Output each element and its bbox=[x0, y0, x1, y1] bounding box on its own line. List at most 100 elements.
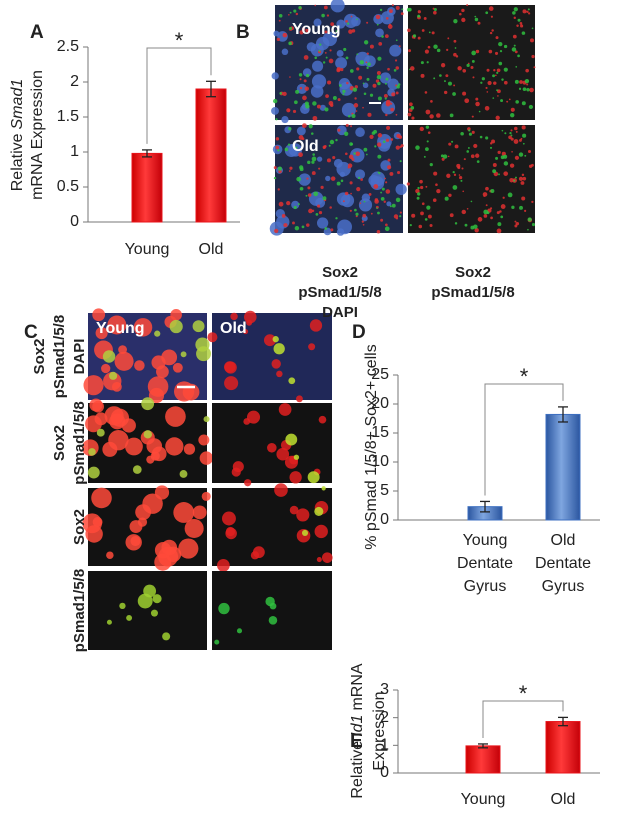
cell bbox=[524, 79, 530, 84]
cell bbox=[362, 213, 367, 218]
cell bbox=[527, 228, 529, 231]
cell bbox=[518, 176, 524, 181]
cell bbox=[426, 61, 429, 64]
cell bbox=[307, 471, 320, 484]
cell bbox=[521, 31, 526, 35]
error-bar bbox=[206, 80, 216, 98]
cell bbox=[385, 113, 388, 117]
cell bbox=[309, 319, 323, 332]
cell bbox=[125, 437, 143, 456]
cell bbox=[500, 155, 505, 160]
cell bbox=[369, 44, 374, 49]
cell bbox=[307, 186, 311, 190]
cell bbox=[336, 125, 347, 136]
cell bbox=[527, 149, 532, 153]
cell bbox=[508, 135, 512, 140]
cell bbox=[333, 158, 343, 168]
y-axis-label: Relative Id1 mRNA Expression bbox=[349, 663, 388, 799]
cell bbox=[496, 68, 501, 73]
cell bbox=[321, 486, 326, 491]
cell bbox=[417, 14, 421, 18]
cell bbox=[507, 192, 513, 198]
cell bbox=[180, 351, 187, 358]
cell bbox=[514, 220, 517, 223]
cell bbox=[411, 213, 416, 218]
cell bbox=[426, 140, 429, 143]
cell bbox=[411, 116, 415, 120]
cell bbox=[474, 228, 479, 233]
x-tick-label: Young Dentate Gyrus bbox=[457, 532, 513, 595]
cell bbox=[395, 91, 399, 95]
cell bbox=[391, 92, 396, 97]
cell bbox=[355, 151, 361, 157]
cell bbox=[467, 62, 470, 65]
cell bbox=[375, 14, 381, 20]
cell bbox=[417, 186, 420, 190]
cell bbox=[377, 171, 380, 174]
cell bbox=[531, 200, 534, 204]
cell bbox=[462, 190, 465, 193]
cell bbox=[377, 133, 383, 138]
cell bbox=[102, 350, 116, 363]
cell bbox=[119, 602, 126, 610]
caption: pSmad1/5/8 bbox=[431, 284, 514, 301]
cell bbox=[454, 222, 458, 225]
cell bbox=[320, 185, 324, 189]
cell bbox=[489, 146, 493, 149]
cell bbox=[316, 557, 322, 563]
cell bbox=[369, 134, 374, 139]
cell bbox=[495, 115, 500, 120]
cell bbox=[427, 131, 431, 134]
cell bbox=[387, 78, 399, 90]
cell bbox=[108, 429, 129, 451]
cell bbox=[495, 156, 499, 160]
cell bbox=[509, 131, 512, 135]
cell bbox=[484, 105, 490, 111]
cell bbox=[475, 101, 480, 107]
cell bbox=[184, 518, 204, 539]
cell bbox=[513, 7, 518, 12]
cell bbox=[377, 96, 382, 101]
micrographs bbox=[81, 0, 536, 650]
y-tick-label: 15 bbox=[371, 424, 389, 441]
cell bbox=[531, 54, 535, 59]
cell bbox=[363, 147, 368, 152]
cell bbox=[395, 197, 401, 203]
cell bbox=[216, 558, 230, 572]
cell bbox=[326, 14, 330, 17]
cell bbox=[271, 72, 279, 80]
cell bbox=[358, 198, 373, 212]
cell bbox=[271, 359, 281, 369]
cell bbox=[295, 89, 300, 94]
cell bbox=[279, 92, 282, 95]
caption: Sox2 bbox=[455, 264, 491, 281]
cell bbox=[417, 192, 421, 196]
cell bbox=[531, 223, 536, 227]
y-tick-label: 2.5 bbox=[57, 38, 79, 55]
y-label-part: Relative bbox=[9, 133, 26, 191]
cell bbox=[427, 45, 431, 49]
cell bbox=[380, 191, 383, 194]
cell bbox=[224, 361, 237, 374]
cell bbox=[356, 187, 361, 192]
row-label: Sox2 bbox=[31, 339, 48, 375]
cell bbox=[230, 312, 238, 321]
cell bbox=[511, 47, 517, 52]
cell bbox=[109, 371, 118, 380]
x-tick-label: Young bbox=[125, 241, 170, 258]
cell bbox=[376, 74, 382, 80]
cell bbox=[296, 176, 302, 182]
cell bbox=[417, 10, 421, 14]
cell bbox=[464, 223, 468, 227]
cell bbox=[305, 28, 309, 33]
cell bbox=[302, 125, 305, 128]
x-label-line: Gyrus bbox=[542, 578, 585, 595]
cell bbox=[154, 330, 161, 337]
cell bbox=[275, 137, 280, 141]
cell bbox=[471, 115, 474, 118]
cell bbox=[461, 167, 464, 170]
cell bbox=[288, 13, 290, 16]
cell bbox=[338, 84, 342, 87]
cell bbox=[287, 143, 291, 146]
cell bbox=[356, 18, 358, 21]
